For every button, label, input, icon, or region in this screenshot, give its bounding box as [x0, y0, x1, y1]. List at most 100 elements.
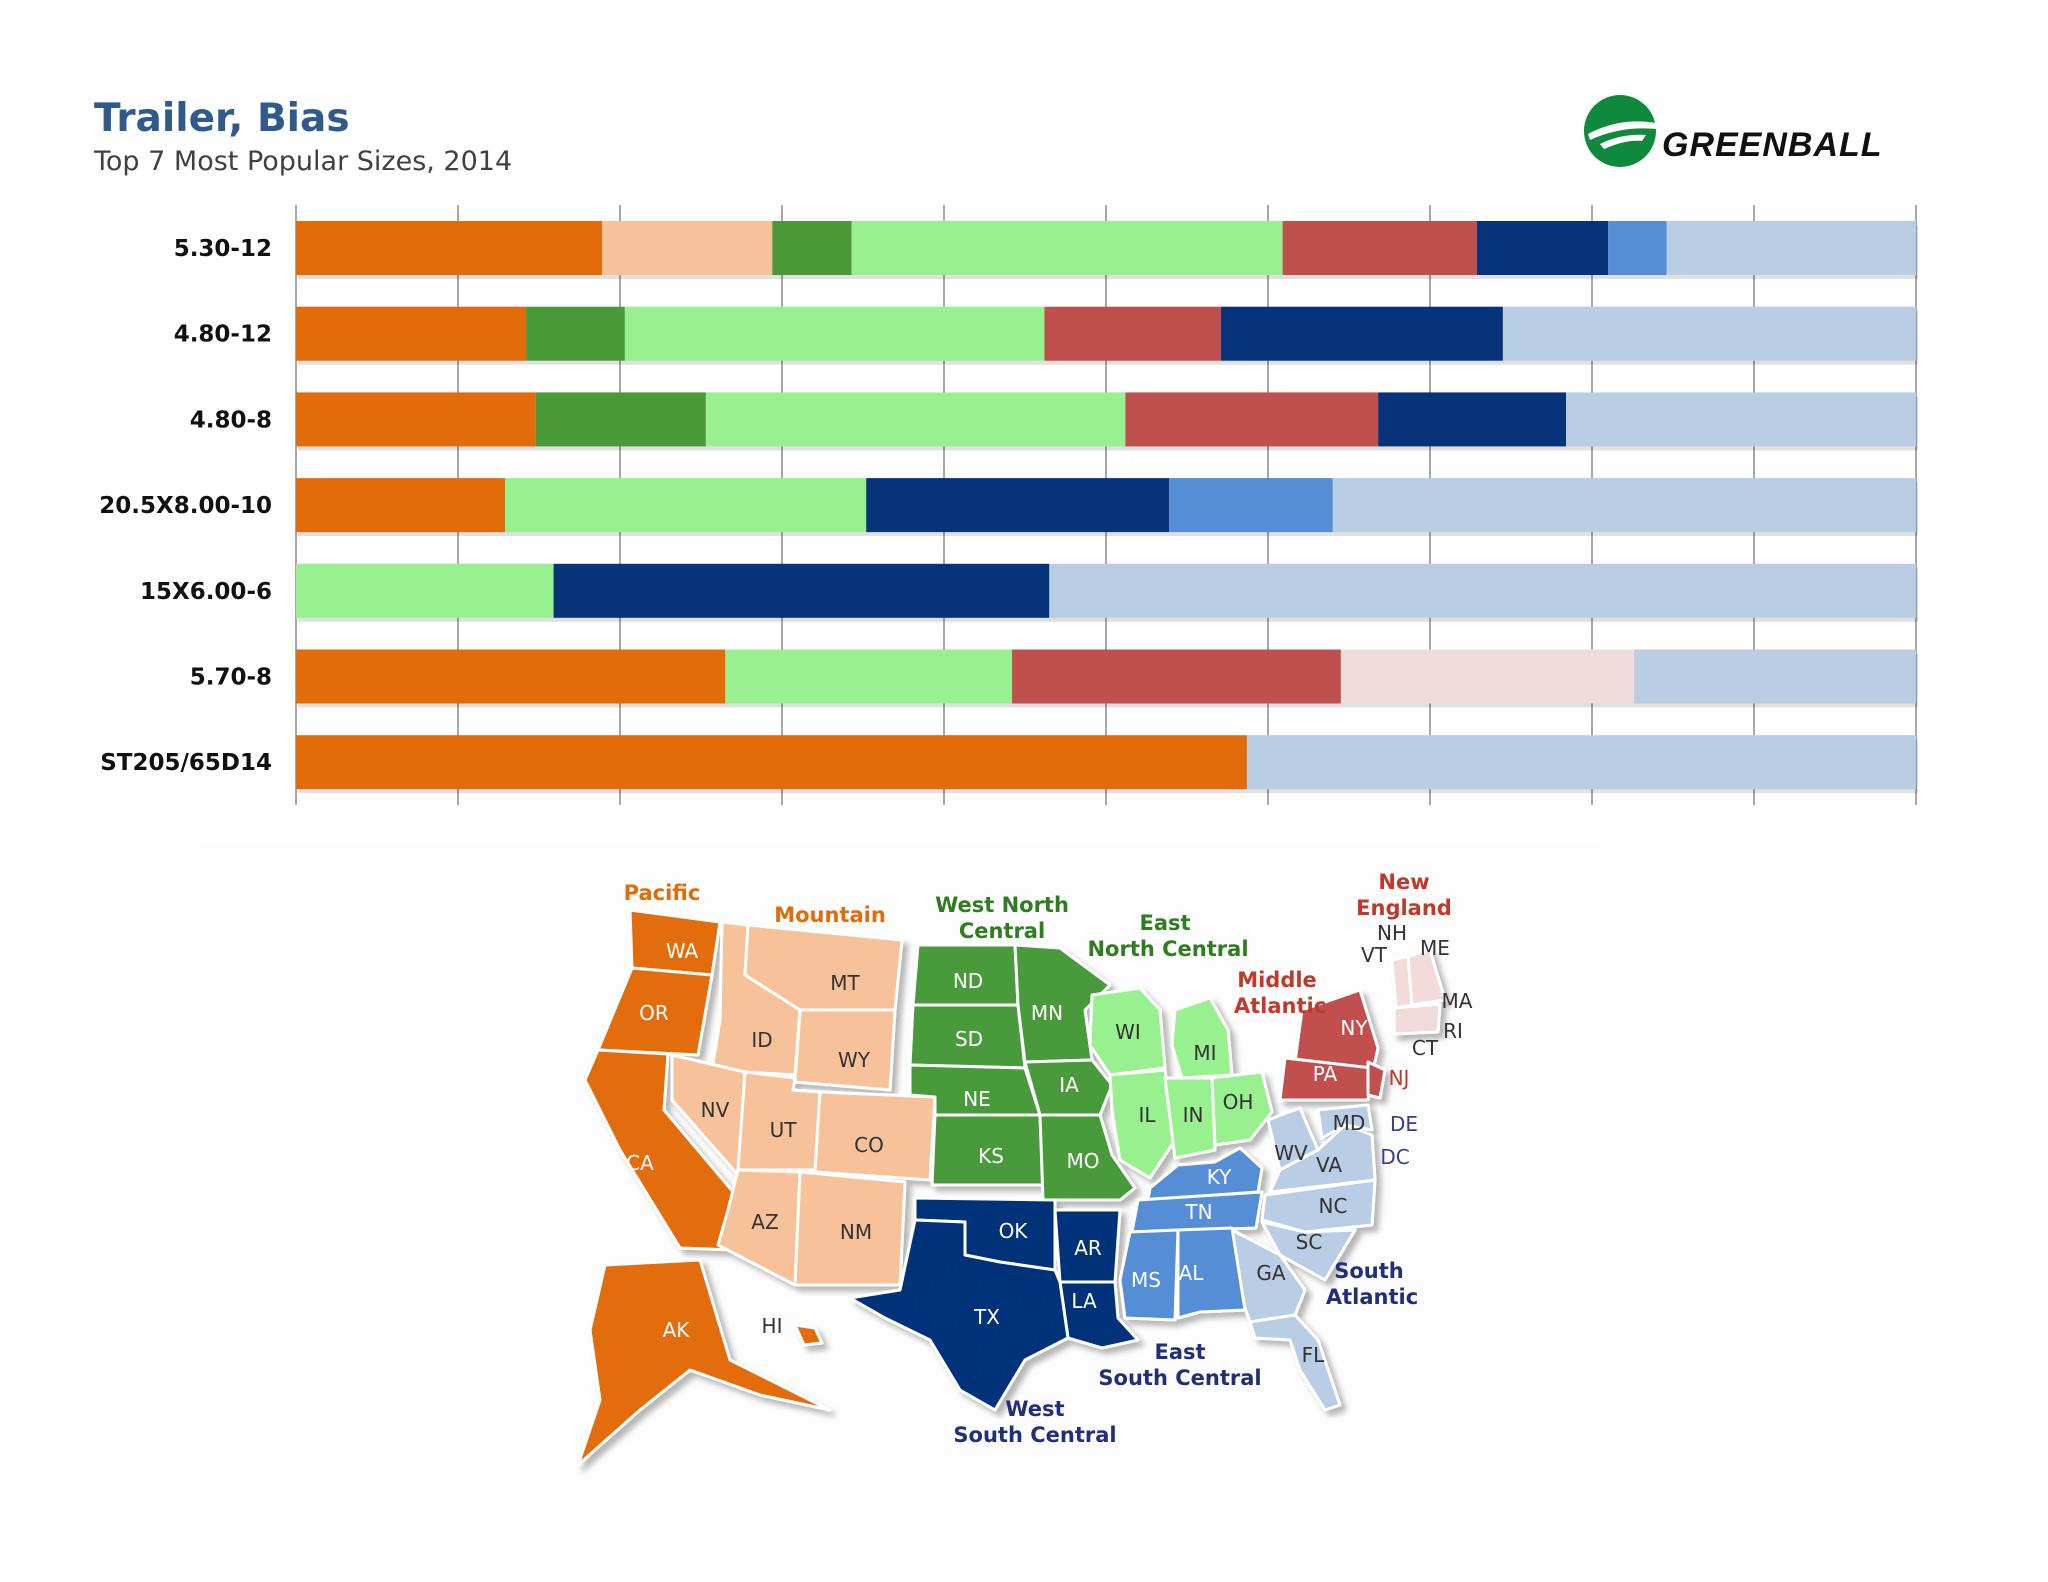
state-label-WI: WI: [1115, 1020, 1141, 1044]
state-label-AK: AK: [663, 1318, 691, 1342]
region-label-pacific: Pacific: [624, 881, 701, 905]
bar-segment-new-england: [1340, 649, 1635, 704]
state-label-PA: PA: [1313, 1062, 1338, 1086]
bar-segment-east-north-central: [851, 221, 1283, 275]
bar-segment-south-atlantic: [1502, 306, 1916, 361]
category-label: 4.80-8: [190, 407, 272, 433]
state-label-NE: NE: [963, 1087, 991, 1111]
state-label-OH: OH: [1223, 1090, 1254, 1114]
region-label-mountain: Mountain: [774, 903, 886, 927]
state-label-NY: NY: [1340, 1016, 1368, 1040]
bar-segment-south-atlantic: [1049, 563, 1916, 618]
state-label-NC: NC: [1319, 1194, 1348, 1218]
bar-segment-middle-atlantic: [1012, 649, 1341, 704]
state-WI: [1088, 986, 1167, 1077]
state-MN: [1013, 943, 1112, 1064]
state-VA: [1268, 1123, 1377, 1194]
category-label: ST205/65D14: [100, 750, 272, 776]
state-PA: [1278, 1056, 1374, 1102]
bar-segment-west-south-central: [866, 478, 1170, 533]
bar-segment-south-atlantic: [1566, 392, 1916, 447]
state-label-AR: AR: [1074, 1236, 1102, 1260]
bar-segment-west-north-central: [535, 392, 706, 447]
state-TN: [1130, 1190, 1264, 1234]
state-label-TX: TX: [973, 1305, 1000, 1329]
state-label-LA: LA: [1071, 1289, 1097, 1313]
state-MI: [1170, 996, 1234, 1080]
state-label-TN: TN: [1184, 1200, 1212, 1224]
bar-segment-pacific: [296, 306, 527, 361]
state-label-CT: CT: [1412, 1036, 1439, 1060]
stacked-bar-chart: 5.30-12 4.80-12 4.80-8 20.5X8.00-10 15X6.00-…: [99, 205, 1918, 805]
region-label-east-north-central-1: East: [1139, 911, 1190, 935]
state-AZ: [716, 1168, 802, 1287]
bar-segment-middle-atlantic: [1125, 392, 1379, 447]
region-label-middle-atlantic-1: Middle: [1237, 968, 1317, 992]
state-label-NM: NM: [840, 1220, 872, 1244]
region-label-south-atlantic-2: Atlantic: [1326, 1285, 1418, 1309]
region-label-east-south-central-1: East: [1154, 1340, 1205, 1364]
region-label-west-north-central-2: Central: [959, 919, 1045, 943]
state-label-ND: ND: [953, 969, 983, 993]
state-label-VT: VT: [1361, 943, 1388, 967]
state-label-MN: MN: [1031, 1001, 1063, 1025]
state-label-DC: DC: [1380, 1145, 1409, 1169]
state-label-HI: HI: [762, 1314, 783, 1338]
bar-segment-middle-atlantic: [1282, 221, 1477, 275]
chart-category-labels: 5.30-12 4.80-12 4.80-8 20.5X8.00-10 15X6.00-…: [99, 236, 272, 776]
state-AL: [1176, 1226, 1247, 1320]
state-label-MS: MS: [1131, 1268, 1161, 1292]
bar-segment-east-north-central: [624, 306, 1045, 361]
state-label-NV: NV: [701, 1098, 730, 1122]
state-TX: [848, 1218, 1070, 1412]
state-label-ID: ID: [751, 1028, 772, 1052]
state-HI: [793, 1323, 824, 1347]
state-label-MI: MI: [1193, 1041, 1216, 1065]
state-NE-ME: [1406, 948, 1447, 1007]
state-label-MT: MT: [830, 971, 860, 995]
state-label-GA: GA: [1256, 1261, 1285, 1285]
bar-segment-west-north-central: [526, 306, 625, 361]
greenball-logo-icon: [1584, 95, 1656, 167]
state-label-MD: MD: [1333, 1111, 1366, 1135]
state-label-IN: IN: [1183, 1103, 1204, 1127]
state-label-VA: VA: [1316, 1153, 1342, 1177]
bar-segment-pacific: [296, 649, 726, 704]
bar-segment-mountain: [602, 221, 773, 275]
category-label: 20.5X8.00-10: [99, 493, 272, 519]
state-label-SC: SC: [1296, 1230, 1323, 1254]
bar-segment-south-atlantic: [1246, 735, 1916, 790]
state-MS: [1118, 1228, 1180, 1322]
state-label-WA: WA: [666, 939, 699, 963]
region-label-south-atlantic-1: South: [1334, 1259, 1404, 1283]
state-label-FL: FL: [1302, 1343, 1326, 1367]
bar-segment-east-south-central: [1608, 221, 1667, 275]
region-label-east-south-central-2: South Central: [1098, 1366, 1261, 1390]
bar-segment-south-atlantic: [1634, 649, 1916, 704]
state-AK: [576, 1258, 832, 1467]
state-label-NJ: NJ: [1389, 1066, 1410, 1090]
state-IA: [1023, 1058, 1114, 1117]
state-IN: [1163, 1076, 1217, 1160]
bar-segment-west-south-central: [1221, 306, 1503, 361]
category-label: 5.30-12: [174, 236, 272, 262]
bar-segment-west-south-central: [553, 563, 1050, 618]
state-label-WV: WV: [1274, 1141, 1308, 1165]
bar-segment-pacific: [296, 478, 505, 533]
bar-segment-east-north-central: [504, 478, 867, 533]
state-NJ: [1366, 1060, 1387, 1100]
state-label-WY: WY: [838, 1048, 871, 1072]
bar-segment-pacific: [296, 392, 536, 447]
state-OR: [596, 966, 714, 1057]
state-FL: [1248, 1313, 1342, 1412]
state-MD: [1316, 1103, 1374, 1140]
state-label-AL: AL: [1179, 1261, 1205, 1285]
region-label-west-south-central-2: South Central: [953, 1423, 1116, 1447]
chart-bars: [296, 221, 1918, 794]
state-label-MA: MA: [1442, 989, 1473, 1013]
state-label-MO: MO: [1067, 1149, 1100, 1173]
chart-subtitle: Top 7 Most Popular Sizes, 2014: [94, 146, 513, 177]
state-label-IL: IL: [1138, 1103, 1156, 1127]
state-labels: WA OR CA AK HI MT ID WY NV UT CO AZ NM N…: [626, 921, 1473, 1367]
